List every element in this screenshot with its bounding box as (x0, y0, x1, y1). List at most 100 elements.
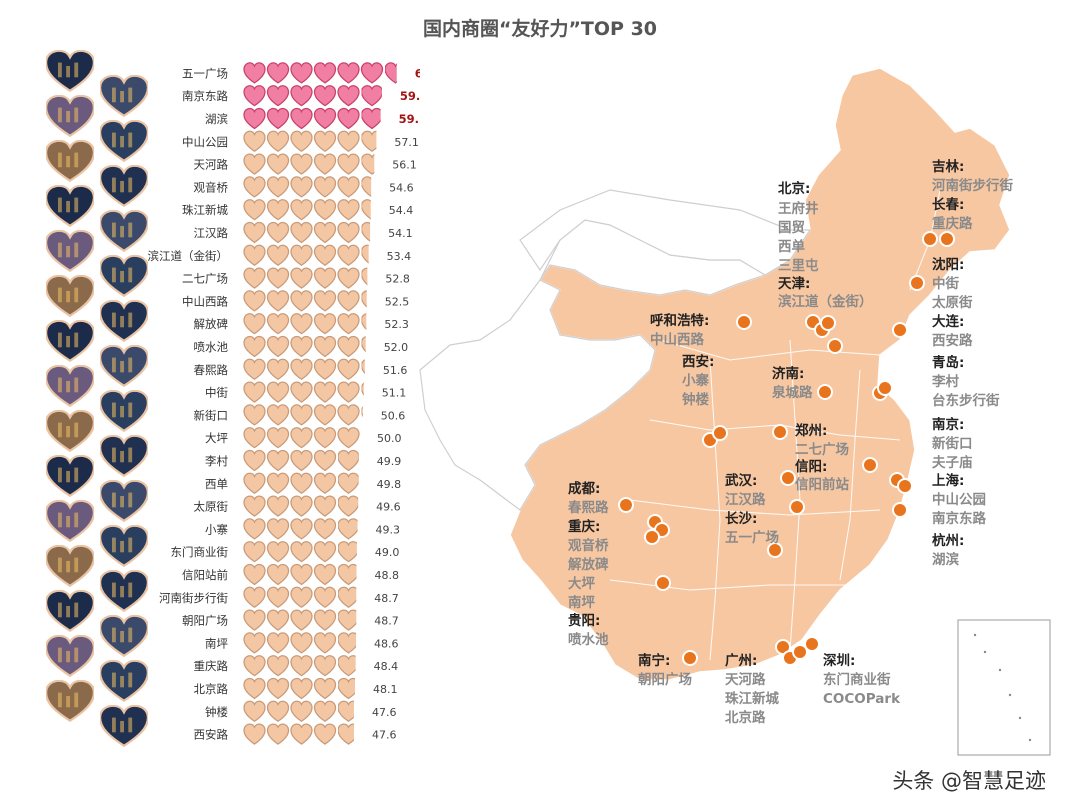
category-label: 二七广场 (182, 272, 228, 286)
heart-mark (290, 358, 313, 381)
heart-mark (290, 472, 313, 495)
category-label: 大坪 (205, 431, 228, 445)
northwest-region-2 (519, 189, 812, 276)
spot-zhonglou: 钟楼 (682, 392, 709, 408)
heart-mark (266, 472, 290, 495)
heart-mark (313, 107, 337, 130)
spot-zhongshangongyuan: 中山公园 (932, 492, 986, 508)
heart-mark (313, 427, 337, 449)
heart-mark (290, 655, 313, 677)
heart-mark (290, 586, 313, 609)
photo-thumbnail (98, 119, 150, 163)
heart-mark (313, 221, 337, 244)
city-xinyang: 信阳: (795, 459, 828, 475)
heart-mark (243, 313, 266, 335)
value-label: 48.6 (374, 637, 399, 650)
heart-mark (243, 518, 266, 540)
category-label: 南京东路 (182, 89, 228, 103)
heart-mark (266, 358, 290, 381)
heart-mark (243, 335, 266, 358)
category-label: 重庆路 (194, 659, 229, 673)
heart-mark (266, 62, 290, 84)
category-label: 湖滨 (205, 112, 228, 126)
spot-xinyangzhan: 信阳前站 (795, 477, 849, 493)
value-label: 49.8 (377, 478, 402, 491)
value-label: 59.1 (399, 112, 420, 126)
spot-taiyuanjie: 太原街 (932, 295, 973, 311)
city-shenyang: 沈阳: (932, 257, 965, 273)
china-map: 北京: 王府井 国贸 西单 三里屯 天津: 滨江道（金街） 吉林: 河南街步行街… (410, 40, 1080, 770)
heart-mark (266, 313, 290, 335)
heart-mark (290, 313, 313, 335)
heart-mark (243, 723, 266, 745)
category-label: 新街口 (194, 408, 229, 422)
heart-mark (313, 199, 337, 221)
heart-mark (337, 62, 360, 84)
heart-mark (266, 723, 290, 745)
spot-binjiangdao: 滨江道（金街） (778, 294, 873, 310)
category-label: 西安路 (194, 728, 229, 742)
heart-mark (361, 176, 372, 198)
heart-mark (313, 449, 337, 472)
heart-mark (337, 358, 360, 381)
heart-mark (313, 723, 337, 745)
value-label: 56.1 (392, 159, 417, 172)
value-label: 48.1 (373, 683, 398, 696)
heart-mark (243, 107, 266, 130)
photo-thumbnail (44, 634, 96, 678)
heart-mark (266, 176, 290, 198)
spot-beijinglu: 北京路 (725, 710, 766, 726)
chart-title: 国内商圈“友好力”TOP 30 (422, 18, 658, 40)
heart-mark (313, 290, 337, 312)
heart-mark (266, 563, 290, 586)
heart-mark (313, 404, 337, 426)
category-label: 太原街 (194, 500, 229, 514)
heart-mark (338, 677, 356, 700)
heart-mark (313, 267, 337, 289)
heart-mark (361, 130, 377, 153)
category-label: 天河路 (194, 158, 229, 172)
photo-thumbnail (98, 569, 150, 613)
city-beijing: 北京: (778, 181, 811, 197)
heart-mark (243, 609, 266, 631)
spot-hubin: 湖滨 (932, 552, 959, 568)
heart-mark (243, 700, 266, 723)
value-label: 52.3 (384, 318, 409, 331)
heart-mark (338, 632, 357, 654)
heart-mark (313, 244, 337, 267)
heart-mark (290, 677, 313, 700)
spot-taidong: 台东步行街 (932, 393, 1000, 409)
category-label: 解放碑 (194, 317, 229, 331)
city-tianjin: 天津: (778, 276, 811, 292)
heart-mark (361, 199, 371, 220)
city-changsha: 长沙: (725, 511, 758, 527)
spot-henanjie: 河南街步行街 (932, 178, 1013, 194)
city-dalian: 大连: (932, 314, 965, 330)
heart-bar-chart: 五一广场 65.6 南京东路 59.7 湖滨 59.1 中山公园 57.1 天河路 56.1 观音桥… (148, 62, 420, 745)
value-label: 49.0 (375, 546, 400, 559)
heart-mark (313, 381, 337, 403)
heart-mark (338, 655, 356, 677)
city-huhehaote: 呼和浩特: (650, 313, 710, 329)
heart-mark (243, 199, 266, 221)
heart-mark (338, 609, 357, 631)
heart-mark (360, 62, 384, 84)
city-hangzhou: 杭州: (932, 533, 965, 549)
city-wuhan: 武汉: (725, 473, 758, 489)
spot-guanyinqiao: 观音桥 (568, 538, 609, 554)
value-label: 50.0 (377, 432, 402, 445)
value-label: 48.7 (374, 615, 399, 628)
heart-mark (243, 586, 266, 609)
heart-mark (337, 267, 360, 289)
category-label: 河南街步行街 (159, 591, 228, 605)
heart-mark (337, 221, 360, 244)
heart-mark (313, 62, 337, 84)
heart-mark (266, 244, 290, 267)
value-label: 47.6 (372, 729, 397, 742)
city-qingdao: 青岛: (932, 355, 965, 371)
heart-mark (313, 335, 337, 358)
spot-xidan: 西单 (778, 239, 805, 255)
heart-mark (337, 176, 360, 198)
value-label: 48.7 (374, 592, 399, 605)
heart-mark (338, 472, 359, 495)
